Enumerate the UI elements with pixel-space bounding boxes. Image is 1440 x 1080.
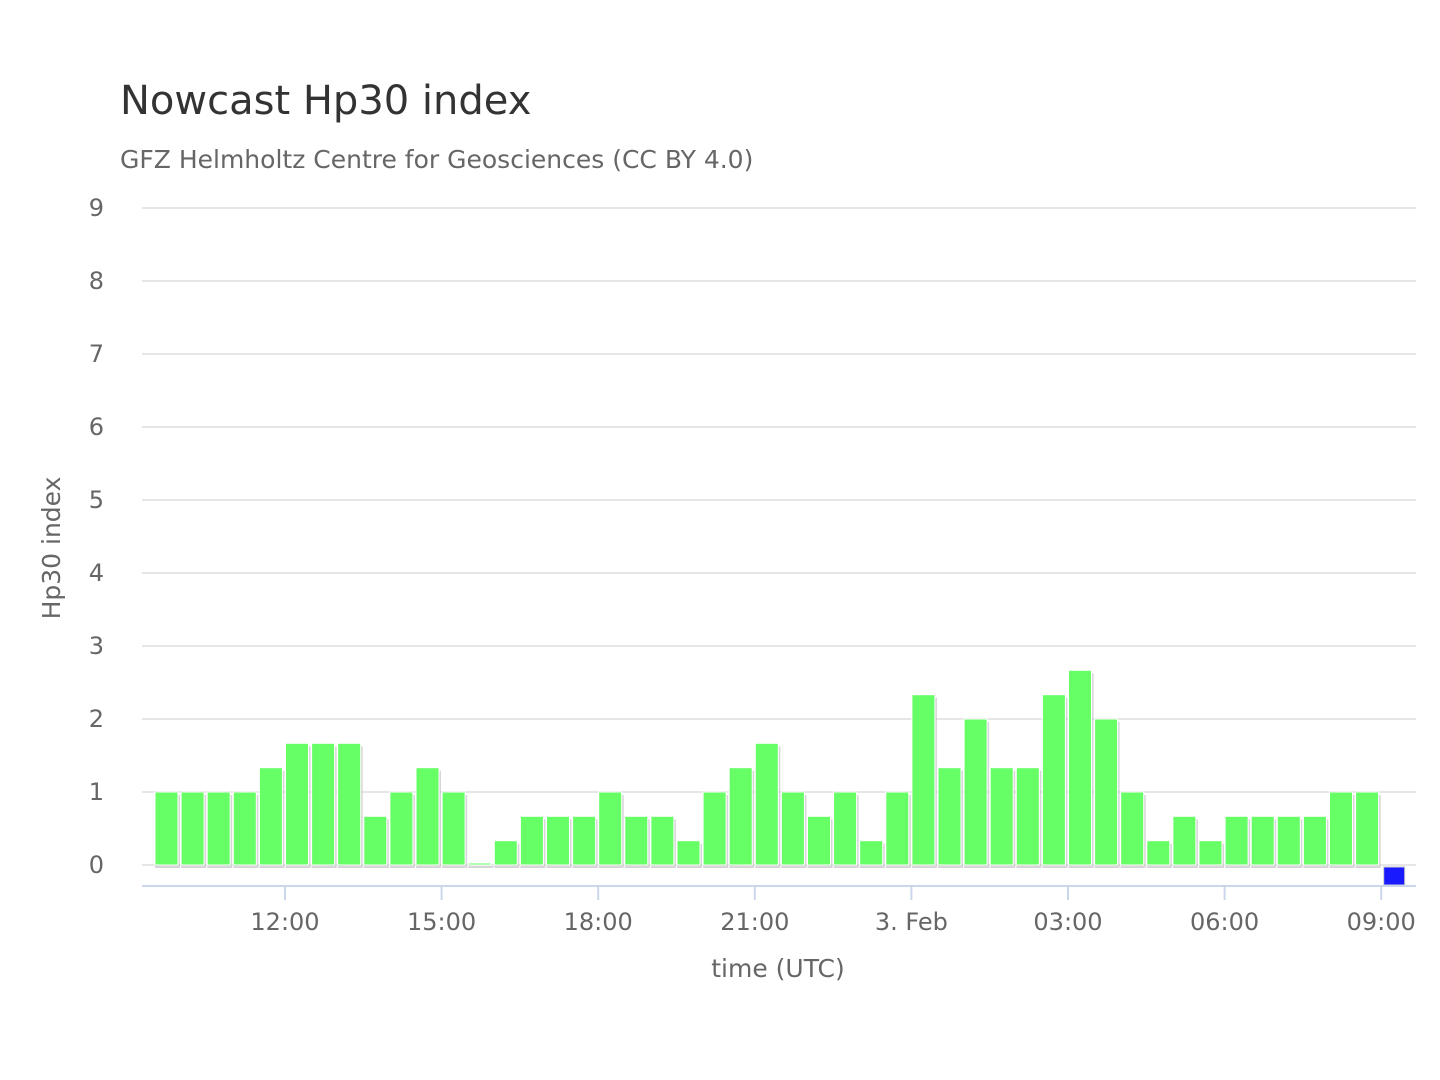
bar[interactable]: [624, 815, 649, 866]
bar[interactable]: [1068, 669, 1092, 866]
bar[interactable]: [859, 840, 884, 866]
bar[interactable]: [493, 840, 518, 866]
bar[interactable]: [441, 791, 466, 866]
chart-title: Nowcast Hp30 index: [120, 78, 532, 124]
bar[interactable]: [1172, 815, 1197, 866]
y-tick-label: 0: [89, 851, 104, 879]
x-tick-label: 3. Feb: [875, 908, 948, 936]
y-tick-label: 8: [89, 267, 104, 295]
gridlines: [142, 207, 1416, 866]
bar[interactable]: [1302, 815, 1327, 866]
bar[interactable]: [780, 791, 805, 866]
bar[interactable]: [389, 791, 414, 866]
bar[interactable]: [754, 742, 779, 866]
bar[interactable]: [1224, 815, 1249, 866]
bar[interactable]: [1041, 694, 1066, 866]
bar[interactable]: [1276, 815, 1301, 866]
bar[interactable]: [885, 791, 910, 866]
bar-current[interactable]: [1383, 866, 1406, 886]
y-axis-title: Hp30 index: [37, 477, 66, 620]
x-tick-label: 18:00: [564, 908, 633, 936]
bar[interactable]: [467, 862, 492, 866]
bar[interactable]: [676, 840, 701, 866]
axes: 0 1 2 3 4 5 6 7 8 9 12:00 15:00 18:00 21:00 3. Feb 03:0…: [89, 194, 1416, 936]
bar[interactable]: [285, 742, 309, 866]
bar[interactable]: [1094, 718, 1119, 866]
bar[interactable]: [206, 791, 231, 866]
x-tick-label: 09:00: [1347, 908, 1416, 936]
bar[interactable]: [258, 767, 283, 866]
y-tick-label: 7: [89, 340, 104, 368]
x-tick-label: 03:00: [1033, 908, 1102, 936]
y-tick-label: 5: [89, 486, 104, 514]
x-tick-label: 21:00: [720, 908, 789, 936]
y-tick-label: 1: [89, 778, 104, 806]
y-tick-label: 6: [89, 413, 104, 441]
y-tick-label: 2: [89, 705, 104, 733]
y-tick-label: 4: [89, 559, 104, 587]
x-tick-label: 12:00: [250, 908, 319, 936]
bar[interactable]: [415, 767, 440, 866]
x-tick-label: 15:00: [407, 908, 476, 936]
bar[interactable]: [598, 791, 623, 866]
bar[interactable]: [1250, 815, 1275, 866]
bar[interactable]: [1120, 791, 1145, 866]
bar[interactable]: [180, 791, 205, 866]
bars: [154, 669, 1406, 886]
bar[interactable]: [728, 767, 753, 866]
bar[interactable]: [1198, 840, 1223, 866]
bar[interactable]: [963, 718, 988, 866]
y-tick-label: 9: [89, 194, 104, 222]
bar[interactable]: [337, 742, 362, 866]
bar[interactable]: [154, 791, 179, 866]
bar[interactable]: [232, 791, 257, 866]
bar[interactable]: [311, 742, 336, 866]
bar[interactable]: [1015, 767, 1040, 866]
x-axis-title: time (UTC): [711, 954, 845, 983]
chart-subtitle: GFZ Helmholtz Centre for Geosciences (CC…: [120, 145, 754, 174]
bar[interactable]: [1329, 791, 1353, 866]
y-tick-label: 3: [89, 632, 104, 660]
bar-shadow: [468, 866, 494, 868]
bar[interactable]: [833, 791, 858, 866]
x-tick-label: 06:00: [1190, 908, 1259, 936]
bar[interactable]: [1146, 840, 1171, 866]
bar[interactable]: [650, 815, 675, 866]
bar[interactable]: [989, 767, 1014, 866]
bar[interactable]: [546, 815, 570, 866]
bar[interactable]: [519, 815, 544, 866]
bar[interactable]: [937, 767, 962, 866]
bar[interactable]: [1355, 791, 1380, 866]
bar[interactable]: [363, 815, 388, 866]
bar[interactable]: [572, 815, 597, 866]
bar[interactable]: [702, 791, 727, 866]
bar[interactable]: [911, 694, 936, 866]
bar[interactable]: [807, 815, 831, 866]
